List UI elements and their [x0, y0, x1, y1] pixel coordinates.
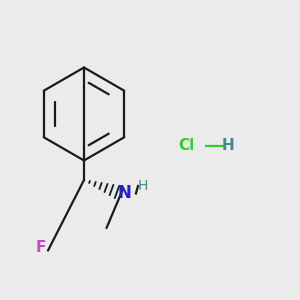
Text: Cl: Cl	[178, 138, 194, 153]
Text: F: F	[35, 240, 46, 255]
Text: H: H	[222, 138, 234, 153]
Text: N: N	[118, 184, 131, 202]
Text: H: H	[137, 179, 148, 193]
